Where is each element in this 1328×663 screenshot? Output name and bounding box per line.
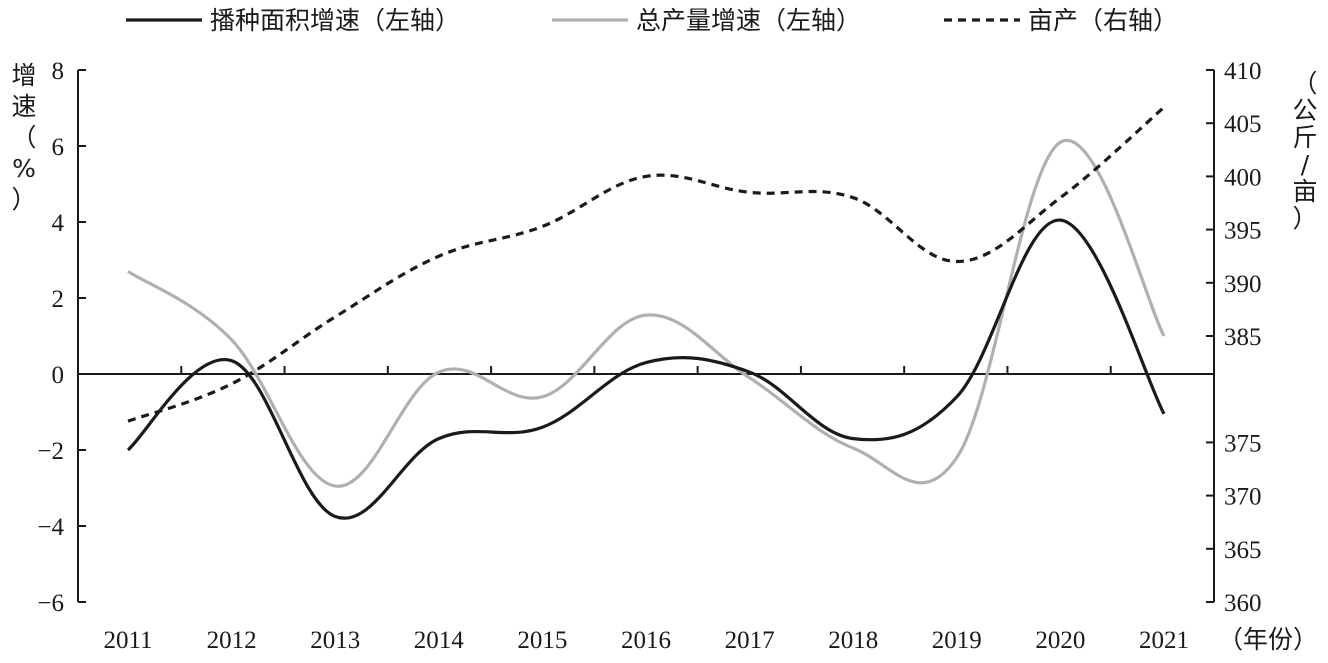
left-tick-label: 2 (52, 286, 65, 313)
left-tick-label: −4 (37, 514, 64, 541)
left-tick-label: 0 (52, 362, 65, 389)
left-axis-title-char: 速 (11, 92, 36, 121)
legend-item: 播种面积增速（左轴） (126, 6, 460, 35)
right-tick-label: 395 (1224, 218, 1262, 245)
x-tick-label: 2015 (517, 627, 567, 654)
x-axis-title: （年份） (1218, 625, 1318, 654)
right-axis-title-char: ） (1292, 204, 1317, 233)
left-axis-title-char: ） (11, 185, 36, 214)
right-axis-title-char: 公 (1292, 96, 1317, 125)
x-tick-label: 2019 (932, 627, 982, 654)
series-line-1 (127, 138, 1166, 488)
x-tick-label: 2020 (1035, 627, 1085, 654)
legend-item: 亩产（右轴） (944, 6, 1178, 35)
right-tick-label: 405 (1224, 111, 1262, 138)
right-tick-label: 370 (1224, 484, 1262, 511)
right-tick-label: 360 (1224, 590, 1262, 617)
series-layer (126, 106, 1166, 520)
right-tick-label: 375 (1224, 430, 1262, 457)
legend-label: 亩产（右轴） (1028, 6, 1178, 35)
right-axis-title-char: （ (1292, 69, 1317, 98)
right-axis-title-char: 斤 (1292, 123, 1317, 152)
left-tick-label: 8 (52, 58, 65, 85)
right-tick-label: 390 (1224, 271, 1262, 298)
x-tick-label: 2021 (1139, 627, 1189, 654)
right-axis-title-char: / (1301, 150, 1310, 179)
left-axis-title-char: % (12, 154, 36, 183)
x-tick-label: 2016 (621, 627, 671, 654)
left-axis-title-char: （ (11, 123, 36, 152)
x-tick-label: 2017 (725, 627, 775, 654)
legend-item: 总产量增速（左轴） (552, 6, 861, 35)
right-tick-label: 385 (1224, 324, 1262, 351)
x-tick-label: 2013 (310, 627, 360, 654)
right-tick-label: 400 (1224, 164, 1262, 191)
axes (77, 69, 1215, 603)
x-tick-label: 2014 (414, 627, 465, 654)
right-tick-label: 410 (1224, 58, 1262, 85)
axis-labels: 8 6 4 2 0 −2 −4 −6 410 405 400 395 390 385 375 370 365 36… (11, 58, 1318, 654)
left-tick-label: 6 (52, 134, 65, 161)
left-tick-label: 4 (52, 210, 65, 237)
right-axis-title: （公斤/亩） (1292, 69, 1317, 233)
x-tick-label: 2018 (828, 627, 878, 654)
right-tick-label: 365 (1224, 537, 1262, 564)
right-axis-title-char: 亩 (1292, 177, 1317, 206)
legend-label: 播种面积增速（左轴） (210, 6, 460, 35)
series-line-0 (126, 218, 1166, 520)
left-axis-title-glyphs: 增速（%） (11, 61, 36, 214)
x-tick-label: 2011 (103, 627, 152, 654)
legend: 播种面积增速（左轴） 总产量增速（左轴） 亩产（右轴） (126, 6, 1178, 35)
left-tick-label: −2 (37, 438, 64, 465)
left-axis-title-char: 增 (11, 61, 36, 90)
series-line-2 (127, 106, 1166, 423)
left-tick-label: −6 (37, 590, 64, 617)
legend-label: 总产量增速（左轴） (636, 6, 861, 35)
x-tick-label: 2012 (207, 627, 257, 654)
